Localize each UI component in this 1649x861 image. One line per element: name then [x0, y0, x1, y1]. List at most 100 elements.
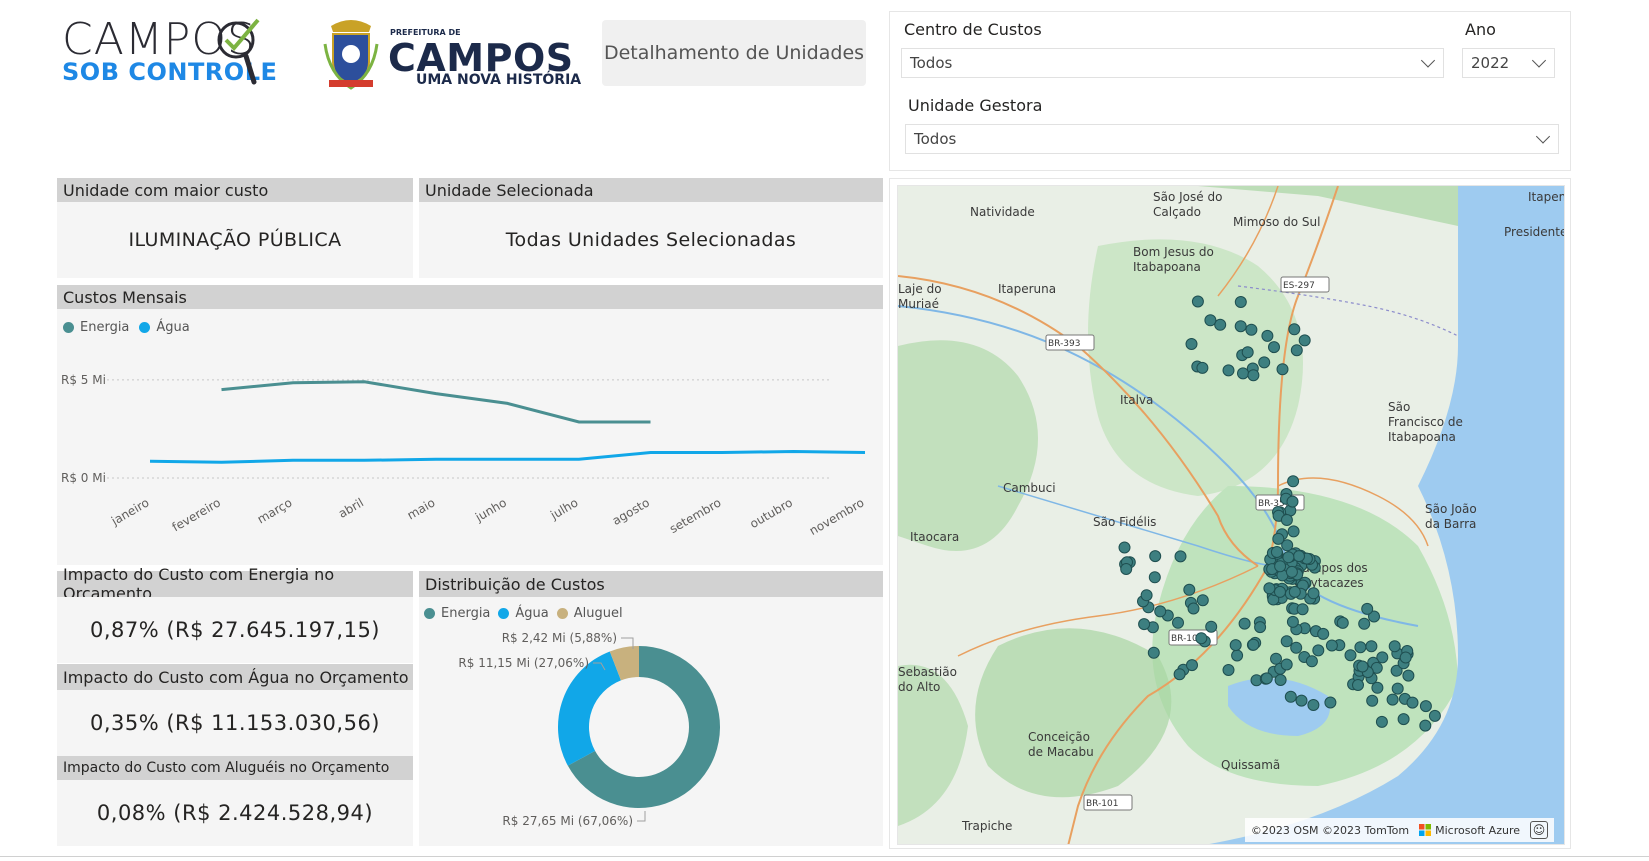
unit-marker[interactable] [1270, 546, 1283, 558]
series-line-energia[interactable] [221, 380, 651, 424]
unit-marker[interactable] [1290, 344, 1303, 357]
unit-marker[interactable] [1185, 338, 1198, 350]
unit-marker[interactable] [1366, 694, 1379, 707]
unit-marker[interactable] [1406, 696, 1419, 709]
unit-marker[interactable] [1361, 602, 1374, 615]
unit-marker[interactable] [1290, 641, 1303, 654]
unit-marker[interactable] [1247, 638, 1260, 651]
unit-marker[interactable] [1276, 363, 1289, 376]
unit-marker[interactable] [1296, 603, 1309, 616]
unit-marker[interactable] [1399, 651, 1412, 664]
unit-marker[interactable] [1285, 565, 1298, 578]
unit-marker[interactable] [1234, 320, 1247, 333]
ano-dropdown[interactable]: 2022 [1462, 48, 1555, 78]
centro-custos-dropdown[interactable]: Todos [901, 48, 1444, 78]
unit-marker[interactable] [1196, 361, 1209, 374]
unit-marker[interactable] [1358, 617, 1371, 630]
unit-marker[interactable] [1284, 690, 1297, 703]
series-line-água[interactable] [149, 449, 866, 464]
unit-marker[interactable] [1260, 672, 1273, 685]
unit-marker[interactable] [1258, 356, 1271, 369]
unit-marker[interactable] [1419, 700, 1432, 713]
unit-marker[interactable] [1149, 550, 1162, 563]
unit-marker[interactable] [1280, 658, 1293, 671]
unit-marker[interactable] [1368, 610, 1380, 623]
unit-marker[interactable] [1261, 329, 1274, 342]
unit-marker[interactable] [1272, 532, 1285, 545]
unit-marker[interactable] [1390, 664, 1403, 677]
unit-marker[interactable] [1281, 539, 1294, 552]
unit-marker[interactable] [1282, 551, 1295, 564]
legend-agua-label[interactable]: Água [156, 320, 190, 335]
unit-marker[interactable] [1234, 296, 1247, 308]
feedback-smiley-icon[interactable]: ☺ [1530, 821, 1548, 839]
unit-marker[interactable] [1237, 367, 1249, 380]
unit-marker[interactable] [1254, 621, 1267, 634]
unit-marker[interactable] [1391, 682, 1404, 695]
legend-agua-label[interactable]: Água [515, 606, 549, 621]
unit-marker[interactable] [1288, 585, 1301, 598]
unit-marker[interactable] [1307, 587, 1320, 600]
unit-marker[interactable] [1222, 664, 1235, 676]
unit-marker[interactable] [1247, 369, 1260, 382]
unit-marker[interactable] [1274, 585, 1286, 598]
unit-marker[interactable] [1204, 314, 1217, 327]
unit-marker[interactable] [1140, 589, 1153, 602]
unit-marker[interactable] [1172, 616, 1184, 629]
unit-marker[interactable] [1268, 341, 1280, 354]
unit-marker[interactable] [1191, 295, 1204, 308]
unit-marker[interactable] [1307, 699, 1320, 711]
unit-marker[interactable] [1174, 550, 1187, 563]
unit-marker[interactable] [1293, 550, 1305, 563]
legend-energia-label[interactable]: Energia [80, 320, 130, 335]
unit-marker[interactable] [1280, 635, 1293, 648]
unit-marker[interactable] [1274, 560, 1287, 573]
unit-marker[interactable] [1195, 632, 1208, 645]
unit-marker[interactable] [1286, 615, 1299, 628]
unit-marker[interactable] [1386, 693, 1399, 706]
unit-marker[interactable] [1352, 679, 1364, 691]
unit-marker[interactable] [1287, 525, 1300, 538]
unit-marker[interactable] [1231, 649, 1244, 662]
unit-marker[interactable] [1288, 323, 1301, 336]
unit-marker[interactable] [1397, 713, 1410, 726]
donut-slice-água[interactable] [558, 651, 621, 766]
unit-marker[interactable] [1336, 616, 1349, 629]
unit-marker[interactable] [1183, 583, 1196, 596]
units-map[interactable]: Natividade São José do Calçado Mimoso do Su… [897, 185, 1565, 845]
unit-marker[interactable] [1245, 323, 1258, 336]
unit-marker[interactable] [1325, 639, 1338, 652]
unit-marker[interactable] [1173, 668, 1186, 681]
unit-marker[interactable] [1187, 602, 1200, 615]
unit-marker[interactable] [1356, 660, 1369, 673]
distribuicao-donut-chart[interactable]: R$ 27,65 Mi (67,06%) R$ 11,15 Mi (27,06%)… [419, 625, 883, 846]
unit-marker[interactable] [1344, 649, 1357, 662]
unit-marker[interactable] [1118, 541, 1131, 554]
donut-slice-energia[interactable] [567, 646, 720, 808]
map-canvas[interactable]: Natividade São José do Calçado Mimoso do Su… [898, 186, 1565, 845]
unit-marker[interactable] [1196, 594, 1209, 607]
unit-marker[interactable] [1324, 696, 1337, 709]
unit-marker[interactable] [1147, 646, 1160, 659]
unit-marker[interactable] [1229, 639, 1242, 652]
unit-marker[interactable] [1317, 627, 1330, 640]
detalhamento-unidades-button[interactable]: Detalhamento de Unidades [602, 20, 866, 86]
donut-slice-aluguel[interactable] [609, 646, 639, 681]
unit-marker[interactable] [1214, 318, 1227, 331]
unit-marker[interactable] [1154, 605, 1167, 618]
unit-marker[interactable] [1298, 334, 1311, 347]
unit-marker[interactable] [1138, 618, 1151, 631]
unit-marker[interactable] [1263, 582, 1276, 595]
unidade-gestora-dropdown[interactable]: Todos [905, 124, 1559, 154]
unit-marker[interactable] [1238, 617, 1251, 630]
unit-marker[interactable] [1365, 640, 1378, 653]
legend-energia-label[interactable]: Energia [441, 606, 491, 621]
unit-marker[interactable] [1428, 709, 1441, 722]
unit-marker[interactable] [1371, 681, 1384, 694]
unit-marker[interactable] [1205, 620, 1218, 633]
unit-marker[interactable] [1295, 694, 1308, 707]
unit-marker[interactable] [1354, 641, 1367, 654]
unit-marker[interactable] [1148, 571, 1161, 584]
unit-marker[interactable] [1120, 563, 1133, 575]
unit-marker[interactable] [1419, 719, 1432, 732]
